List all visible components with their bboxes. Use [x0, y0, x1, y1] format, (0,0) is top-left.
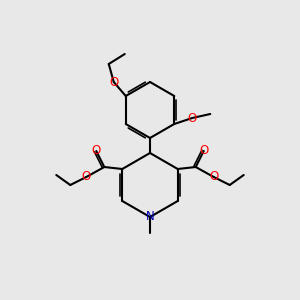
Text: O: O	[199, 145, 208, 158]
Text: N: N	[146, 211, 154, 224]
Text: O: O	[92, 145, 101, 158]
Text: O: O	[188, 112, 197, 124]
Text: O: O	[82, 170, 91, 184]
Text: O: O	[209, 170, 218, 184]
Text: O: O	[109, 76, 119, 88]
